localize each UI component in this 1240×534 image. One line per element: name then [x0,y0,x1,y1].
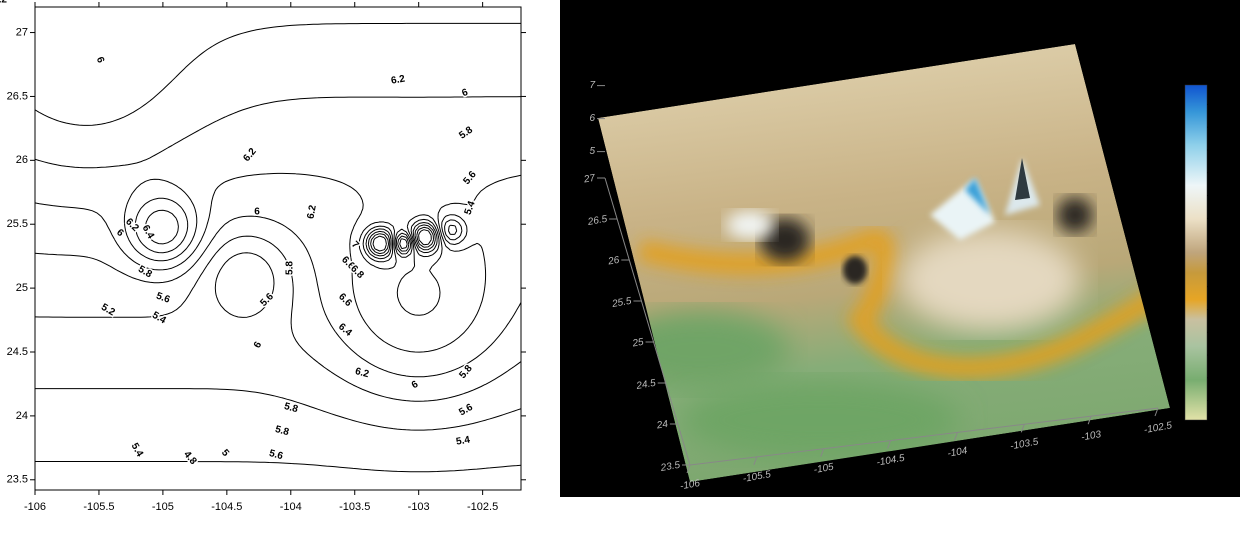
x-tick-label: -104 [947,445,969,459]
contour-label: 5.2 [0,0,7,6]
x-tick [820,448,825,457]
x-tick-label: -104.5 [211,501,242,513]
y-tick-label: 27 [582,173,596,186]
y-tick-label: 24 [16,410,28,422]
contour-line [35,22,521,263]
contour-line [145,209,438,260]
x-tick-label: -106 [24,501,46,513]
axis-line [689,407,1159,466]
y-tick-label: 24 [655,419,669,432]
colorbar-tick-label: 5.2 [1213,349,1228,361]
x-tick-label: -104 [280,501,302,513]
z-tick-label: 7 [589,80,595,91]
y-tick-label: 27 [16,26,28,38]
colorbar-tick-label: 5.8 [1213,281,1228,293]
colorbar-tick-label: 7.2 [1213,121,1228,133]
y-tick-label: 23.5 [659,460,681,474]
y-tick-label: 26 [606,255,620,268]
y-tick-label: 25 [16,282,28,294]
contour-label: 6 [254,207,260,218]
colorbar-tick-label: 5 [1213,372,1219,384]
contour-line [370,226,434,255]
x-tick-label: -105 [152,501,174,513]
x-tick-label: -105 [813,462,835,476]
contour-line [35,96,521,316]
surface-low [680,380,960,460]
surface [598,44,1170,482]
x-tick-label: -103.5 [1009,436,1039,452]
y-tick-label: 26.5 [586,214,608,228]
colorbar-tick-label: 5.6 [1213,303,1228,315]
colorbar-tick-label: 6.2 [1213,235,1228,247]
contour-label: 6.2 [390,73,406,86]
y-tick-label: 24.5 [7,346,28,358]
colorbar-tick-label: 7 [1213,144,1219,156]
contour-line [35,172,521,353]
y-tick-label: 26 [16,154,28,166]
x-tick-label: -105.5 [83,501,114,513]
x-tick [1020,424,1025,433]
contour-line [367,224,436,257]
surface-peak [726,211,774,239]
colorbar-tick-label: 7.4 [1213,98,1228,110]
contour-label: 6.2 [306,204,319,220]
surface-high [900,230,1080,330]
x-tick-label: -102.5 [467,501,498,513]
contour-line [372,229,432,252]
x-tick [887,440,892,449]
surface-panel: -106 -105.5 -105 -104.5 -104 -103.5 -103 -102.5… [560,0,1240,497]
y-tick-label: 24.5 [635,378,657,392]
x-tick-label: -106 [679,478,701,492]
contour-label: 5.4 [455,434,471,447]
contour-label: 5.8 [285,261,296,275]
x-tick [1087,415,1092,425]
contour-label: 5.6 [268,448,285,462]
axis-line [604,177,691,466]
contour-label: 6.2 [354,366,371,380]
y-tick-label: 23.5 [7,474,28,486]
y-tick-label: 25.5 [7,218,28,230]
colorbar [1184,84,1208,421]
colorbar-tick-label: 4.8 [1213,395,1228,407]
surface-peak [1015,158,1030,200]
colorbar-tick-label: 6 [1213,258,1219,270]
y-tick-label: 26.5 [7,90,28,102]
contour-label: 5.8 [283,401,300,415]
x-tick-label: -103 [1080,429,1102,443]
x-tick [753,456,758,466]
contour-line [35,461,521,473]
x-tick [953,432,958,441]
z-tick-label: 6 [589,113,595,124]
x-tick [686,464,691,474]
contour-lines [35,22,521,473]
surface-dip [843,256,867,284]
z-tick-label: 5 [589,146,595,157]
axes-3d: -106 -105.5 -105 -104.5 -104 -103.5 -103 -102.5… [582,80,1173,492]
colorbar-tick-label: 6.4 [1213,212,1228,224]
y-tick-label: 25 [631,337,645,350]
y-tick-label: 25.5 [610,296,632,310]
contour-panel: -106 -105.5 -105 -104.5 -104 -103.5 -103 -102.5… [0,0,526,513]
contour-label: 5.8 [274,424,291,438]
x-tick-label: -103 [408,501,430,513]
contour-line [35,219,521,402]
x-tick-label: -105.5 [742,469,772,485]
colorbar-tick-label: 6.8 [1213,167,1228,179]
x-tick-label: -104.5 [876,453,906,469]
surface-dip [1057,197,1093,233]
x-tick-label: -103.5 [339,501,370,513]
colorbar-tick-label: 6.6 [1213,189,1228,201]
surface-peak [965,178,990,215]
contour-line [35,224,521,431]
contour-line [35,214,521,378]
x-tick [1154,407,1159,417]
surface-band [637,228,1170,379]
colorbar-tick-label: 5.4 [1213,326,1228,338]
x-tick-label: -102.5 [1143,420,1173,436]
